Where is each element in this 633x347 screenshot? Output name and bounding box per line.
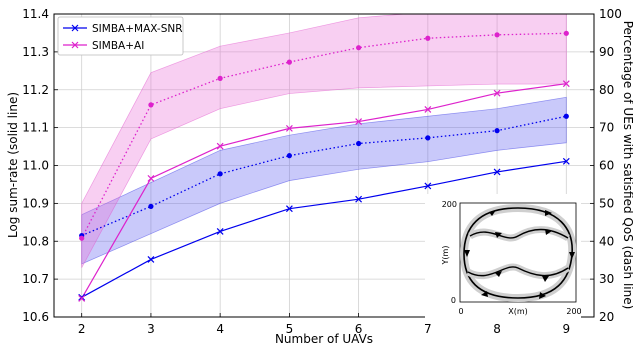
- inset-arrow: [542, 276, 549, 282]
- sumrate-point-simba-max-snr: [285, 205, 293, 213]
- y2-tick-label: 60: [599, 159, 614, 173]
- inset-arrow: [545, 229, 552, 235]
- legend-marker-simba-max-snr: [71, 24, 79, 32]
- inset-arrow: [495, 232, 502, 238]
- x-tick-label: 6: [355, 322, 363, 336]
- y2-tick-label: 80: [599, 83, 614, 97]
- tick-labels: 2 3 4 5 6 7 8 9 10.6 10.7 10.8 10.9 11.0 11.1 11.2 11.3…: [22, 7, 622, 336]
- series-markers: [78, 30, 570, 302]
- y2-tick-label: 50: [599, 196, 614, 210]
- qos-point-simba-ai: [79, 235, 85, 241]
- sumrate-line-simba-max-snr: [81, 160, 567, 298]
- inset-x-label: X(m): [508, 307, 528, 316]
- sumrate-point-simba-max-snr: [355, 195, 363, 203]
- x-tick-label: 9: [562, 322, 570, 336]
- qos-point-simba-max-snr: [356, 140, 362, 147]
- qos-point-simba-ai: [148, 102, 154, 108]
- sumrate-line-simba-ai: [81, 83, 567, 299]
- inset-arrow: [539, 292, 546, 299]
- y-tick-label: 11.1: [22, 121, 49, 135]
- y-tick-label: 11.2: [22, 83, 49, 97]
- sumrate-point-simba-ai: [493, 89, 501, 97]
- sumrate-point-simba-max-snr: [78, 293, 86, 301]
- inset-arrow: [569, 252, 575, 259]
- y-tick-label: 11.4: [22, 7, 49, 21]
- sumrate-point-simba-ai: [285, 124, 293, 132]
- y-tick-label: 10.8: [22, 234, 49, 248]
- sumrate-point-simba-ai: [78, 295, 86, 302]
- qos-point-simba-max-snr: [563, 113, 569, 119]
- qos-point-simba-max-snr: [286, 153, 292, 159]
- inset-x-tick-right: 200: [566, 307, 581, 316]
- legend: SIMBA+MAX-SNR SIMBA+AI: [57, 16, 184, 56]
- sumrate-point-simba-max-snr: [562, 157, 570, 165]
- qos-point-simba-max-snr: [425, 135, 431, 141]
- y2-tick-label: 70: [599, 121, 614, 135]
- y-tick-label: 10.6: [22, 310, 49, 324]
- y-tick-label: 10.7: [22, 272, 49, 286]
- sumrate-point-simba-ai: [147, 174, 155, 182]
- qos-point-simba-max-snr: [217, 171, 223, 177]
- sumrate-point-simba-max-snr: [493, 168, 501, 176]
- x-tick-label: 4: [216, 322, 224, 336]
- x-axis-label: Number of UAVs: [275, 332, 373, 346]
- qos-point-simba-ai: [356, 45, 362, 51]
- y2-tick-label: 30: [599, 272, 614, 286]
- inset-arrow: [545, 210, 552, 216]
- inset-path-lower: [467, 266, 569, 277]
- sumrate-point-simba-ai: [562, 80, 570, 88]
- legend-label-simba-ai: SIMBA+AI: [92, 40, 144, 52]
- inset-arrow: [495, 271, 502, 277]
- qos-point-simba-max-snr: [148, 203, 154, 210]
- qos-point-simba-ai: [286, 59, 292, 65]
- x-tick-label: 2: [78, 322, 86, 336]
- inset-arrow: [481, 291, 488, 297]
- inset-arrow: [489, 210, 496, 216]
- qos-band-simba-max-snr: [81, 96, 567, 265]
- qos-line-simba-max-snr: [81, 115, 567, 237]
- sumrate-point-simba-max-snr: [216, 227, 224, 235]
- y-axis-label: Log sum-rate (solid line): [6, 92, 20, 238]
- inset-y-tick-bottom: 0: [451, 296, 456, 305]
- sumrate-point-simba-ai: [355, 118, 363, 125]
- y-tick-label: 11.3: [22, 45, 49, 59]
- y2-tick-label: 40: [599, 234, 614, 248]
- sumrate-point-simba-ai: [424, 106, 432, 113]
- y2-tick-label: 90: [599, 45, 614, 59]
- qos-point-simba-ai: [494, 32, 500, 38]
- y-tick-label: 10.9: [22, 196, 49, 210]
- sumrate-point-simba-max-snr: [147, 256, 155, 263]
- inset: Y(m) X(m) 200 0 0 200: [425, 194, 582, 323]
- inset-x-tick-left: 0: [458, 307, 463, 316]
- inset-y-label: Y(m): [441, 246, 450, 266]
- x-tick-label: 5: [286, 322, 294, 336]
- x-tick-label: 8: [493, 322, 501, 336]
- inset-arrows: [464, 210, 575, 299]
- qos-point-simba-ai: [425, 35, 431, 41]
- qos-point-simba-ai: [563, 30, 569, 36]
- qos-point-simba-max-snr: [494, 128, 500, 134]
- sumrate-point-simba-ai: [216, 142, 224, 150]
- legend-box: [57, 16, 184, 56]
- inset-y-tick-top: 200: [442, 200, 457, 209]
- qos-point-simba-ai: [217, 75, 223, 81]
- sumrate-point-simba-max-snr: [424, 182, 432, 190]
- y2-tick-label: 20: [599, 310, 614, 324]
- x-tick-label: 7: [424, 322, 432, 336]
- inset-path-outer: [463, 207, 573, 299]
- y2-axis-label: Percentage of UEs with satisfied QoS (da…: [621, 21, 633, 310]
- inset-arrow: [464, 250, 470, 257]
- legend-label-simba-max-snr: SIMBA+MAX-SNR: [92, 23, 183, 35]
- legend-marker-simba-ai: [71, 41, 79, 49]
- y2-tick-label: 100: [599, 7, 622, 21]
- y-tick-label: 11.0: [22, 159, 49, 173]
- series-lines: [81, 32, 567, 299]
- x-tick-label: 3: [147, 322, 155, 336]
